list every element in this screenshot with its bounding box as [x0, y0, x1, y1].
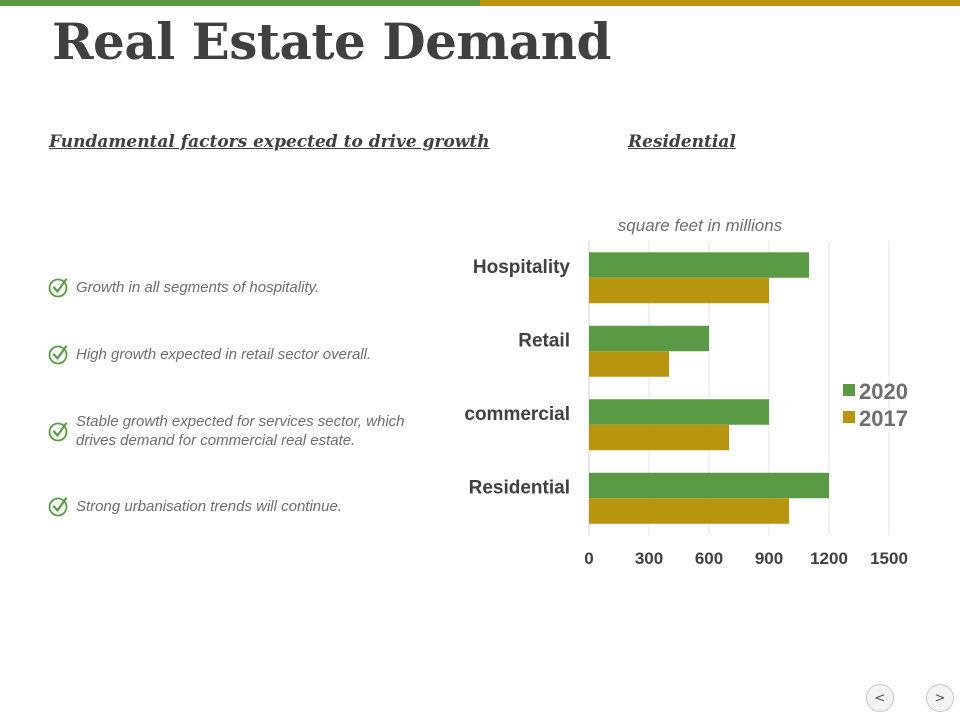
- legend-label-2020: 2020: [859, 379, 908, 404]
- check-circle-icon: [48, 278, 68, 298]
- bar-retail-2017: [589, 351, 669, 377]
- check-circle-icon: [48, 422, 68, 442]
- bullet-item: Stable growth expected for services sect…: [48, 412, 438, 450]
- category-label: Retail: [518, 330, 570, 351]
- bullet-item: Strong urbanisation trends will continue…: [48, 495, 438, 517]
- bar-commercial-2020: [589, 399, 769, 425]
- bullet-item: Growth in all segments of hospitality.: [48, 276, 438, 298]
- top-accent-bar-gold: [480, 0, 960, 6]
- bullet-text: Growth in all segments of hospitality.: [76, 278, 320, 296]
- legend-swatch-2020: [843, 384, 855, 396]
- category-label: Hospitality: [473, 257, 571, 278]
- top-accent-bar-green: [0, 0, 480, 6]
- x-tick-label: 300: [635, 549, 663, 568]
- check-circle-icon: [48, 345, 68, 365]
- x-tick-label: 900: [755, 549, 783, 568]
- x-tick-label: 1500: [870, 549, 908, 568]
- legend-label-2017: 2017: [859, 406, 908, 431]
- bar-hospitality-2017: [589, 277, 769, 304]
- previous-slide-button[interactable]: <: [866, 684, 894, 712]
- bullet-text: Strong urbanisation trends will continue…: [76, 497, 342, 515]
- bar-commercial-2017: [589, 424, 729, 451]
- x-tick-label: 1200: [810, 549, 848, 568]
- page-title: Real Estate Demand: [52, 12, 612, 71]
- bar-hospitality-2020: [589, 252, 809, 278]
- category-label: commercial: [464, 404, 570, 425]
- bar-retail-2020: [589, 325, 709, 352]
- x-tick-label: 0: [584, 549, 593, 568]
- bullet-item: High growth expected in retail sector ov…: [48, 343, 438, 365]
- bullet-text: Stable growth expected for services sect…: [76, 413, 405, 449]
- bar-residential-2017: [589, 498, 789, 524]
- chart-title: square feet in millions: [618, 216, 783, 235]
- legend-swatch-2017: [843, 411, 855, 423]
- category-label: Residential: [469, 477, 570, 498]
- check-circle-icon: [48, 497, 68, 517]
- residential-heading: Residential: [628, 132, 736, 152]
- bullet-text: High growth expected in retail sector ov…: [76, 345, 372, 363]
- factors-heading: Fundamental factors expected to drive gr…: [49, 132, 490, 152]
- bar-residential-2020: [589, 472, 829, 499]
- next-slide-button[interactable]: >: [926, 684, 954, 712]
- x-tick-label: 600: [695, 549, 723, 568]
